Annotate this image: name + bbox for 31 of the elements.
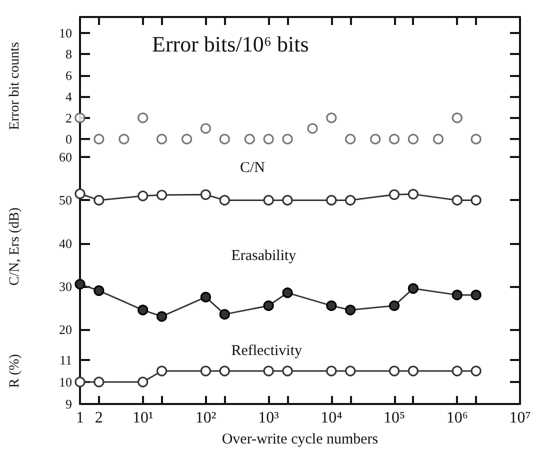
x-axis-title: Over-write cycle numbers [222,432,378,448]
y-tick-label: 2 [66,110,72,126]
series-label: Erasability [231,248,297,264]
x-tick-label: 2 [94,410,103,426]
y-tick-label: 30 [59,278,72,294]
y-axis-title: Error bit counts [8,42,22,130]
x-tick-label: 10³ [258,410,280,426]
x-tick-label: 10² [195,410,216,426]
y-tick-label: 50 [59,192,72,208]
y-tick-label: 6 [66,68,72,83]
y-tick-label: 9 [66,396,72,412]
x-tick-label: 1 [76,410,84,426]
y-tick-label: 40 [59,236,72,251]
y-tick-label: 0 [66,132,72,147]
y-tick-label: 10 [59,374,72,390]
x-tick-label: 10⁷ [509,410,531,426]
text: Error bits/10⁶ bits [152,31,309,56]
y-tick-label: 60 [59,150,72,165]
y-tick-label: 11 [59,352,72,368]
x-tick-label: 10⁵ [383,410,406,426]
x-tick-label: 10¹ [132,410,154,426]
series-label: Reflectivity [231,342,303,359]
y-tick-label: 10 [59,25,72,40]
y-axis-title: C/N, Ers (dB) [8,207,22,286]
y-tick-label: 4 [66,89,72,104]
y-axis-title: R (%) [8,354,22,388]
x-tick-label: 10⁴ [320,410,343,426]
x-tick-label: 10⁶ [446,410,468,426]
y-tick-label: 20 [59,322,72,337]
y-tick-label: 8 [66,46,72,62]
series-label: C/N [240,160,266,176]
